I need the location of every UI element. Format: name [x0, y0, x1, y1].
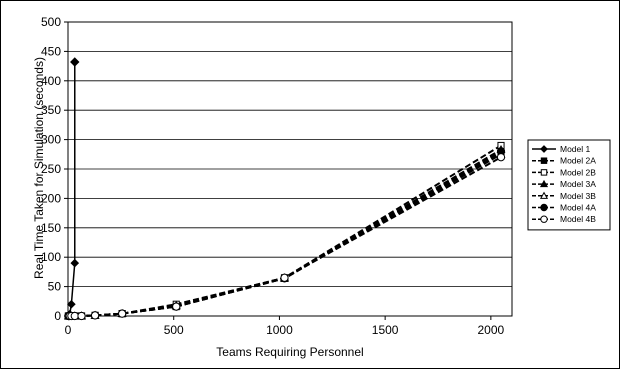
legend-label: Model 3A [560, 179, 596, 189]
y-tick-label: 250 [41, 162, 61, 176]
legend-label: Model 2A [560, 156, 596, 166]
y-tick-label: 50 [48, 280, 62, 294]
y-tick-label: 100 [41, 250, 61, 264]
x-tick-label: 1000 [266, 323, 293, 337]
data-point [172, 302, 181, 311]
data-point [280, 273, 289, 282]
legend-marker [540, 169, 548, 176]
y-tick-label: 500 [41, 15, 61, 29]
legend-marker [540, 203, 548, 212]
y-tick-label: 150 [41, 221, 61, 235]
data-point [67, 299, 76, 309]
legend-label: Model 2B [560, 167, 596, 177]
legend-label: Model 3B [560, 191, 596, 201]
legend-label: Model 4A [560, 203, 596, 213]
x-tick-label: 0 [65, 323, 72, 337]
y-axis-title: Real Time Taken for Simulation (seconds) [32, 57, 46, 279]
y-tick-label: 200 [41, 191, 61, 205]
y-tick-label: 450 [41, 44, 61, 58]
legend-marker [540, 145, 548, 153]
data-point [70, 57, 80, 67]
y-tick-label: 400 [41, 74, 61, 88]
data-point [118, 309, 127, 318]
legend-label: Model 4B [560, 214, 596, 224]
legend-label: Model 1 [560, 144, 591, 154]
data-point [77, 311, 86, 321]
data-point [90, 311, 100, 320]
plot-area: 0 50 100 150 200 250 300 350 400 450 500 0 500 1000 15… [41, 15, 513, 337]
x-tick-label: 2000 [478, 323, 505, 337]
legend-box [527, 139, 611, 231]
data-point [70, 311, 79, 321]
y-tick-label: 300 [41, 133, 61, 147]
x-axis-title: Teams Requiring Personnel [216, 345, 363, 359]
x-tick-label: 1500 [372, 323, 399, 337]
y-tick-label: 0 [54, 309, 61, 323]
data-point [70, 258, 80, 268]
y-tick-label: 350 [41, 103, 61, 117]
legend-marker [540, 157, 548, 164]
legend-marker [539, 179, 549, 188]
x-tick-label: 500 [164, 323, 184, 337]
data-point [496, 153, 506, 162]
legend-marker [539, 191, 549, 199]
legend-marker [540, 215, 548, 223]
